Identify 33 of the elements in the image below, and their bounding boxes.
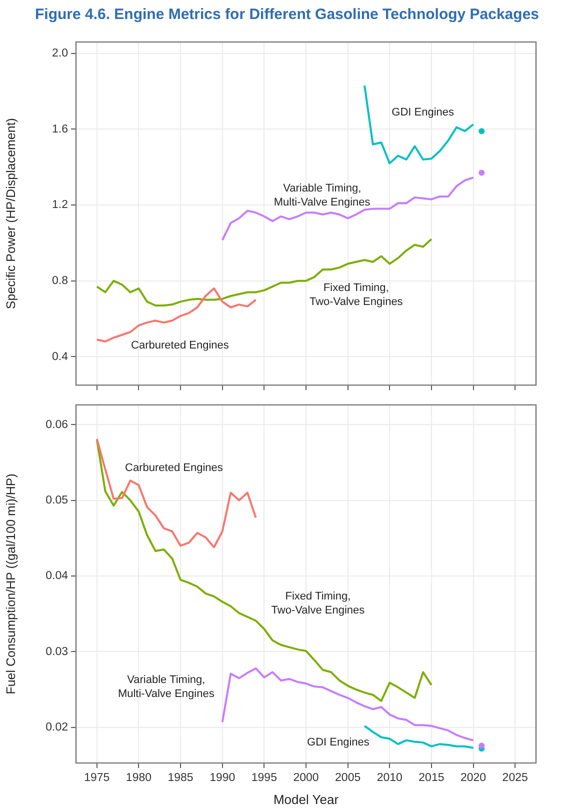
series-label: Fixed Timing, Two-Valve Engines (271, 590, 366, 616)
x-tick-label: 2015 (418, 772, 444, 784)
y-tick-label: 0.02 (46, 722, 68, 734)
x-axis-title: Model Year (273, 792, 340, 807)
x-tick-label: 1990 (210, 772, 236, 784)
series-label: Variable Timing, Multi-Valve Engines (118, 674, 215, 700)
series-label: Variable Timing, Multi-Valve Engines (274, 182, 371, 209)
series-label: GDI Engines (307, 736, 370, 748)
y-axis-title: Specific Power (HP/Displacement) (4, 118, 18, 310)
series-label: Carbureted Engines (125, 462, 224, 474)
y-tick-label: 0.8 (52, 275, 68, 288)
x-tick-label: 2020 (460, 772, 486, 784)
y-tick-label: 0.06 (46, 418, 68, 431)
y-tick-label: 1.6 (52, 123, 68, 136)
x-tick-label: 2010 (376, 772, 402, 784)
x-tick-label: 2025 (502, 772, 528, 784)
chart-title: Figure 4.6. Engine Metrics for Different Gasoline Technology Packages (34, 5, 540, 25)
x-tick-label: 2000 (293, 772, 319, 784)
y-tick-label: 0.03 (46, 646, 68, 658)
y-axis-title: Fuel Consumption/HP ((gal/100 mi)/HP) (4, 474, 18, 694)
y-tick-label: 0.4 (52, 350, 69, 363)
y-tick-label: 0.04 (46, 570, 69, 582)
x-tick-label: 1985 (168, 772, 194, 784)
x-tick-label: 1995 (251, 772, 277, 784)
y-tick-label: 2.0 (52, 48, 68, 60)
y-tick-label: 0.05 (46, 494, 68, 506)
series-label: GDI Engines (392, 106, 455, 118)
series-label: Fixed Timing, Two-Valve Engines (309, 282, 404, 308)
y-tick-label: 1.2 (52, 199, 68, 212)
x-tick-label: 1980 (126, 772, 152, 784)
x-tick-label: 2005 (335, 772, 361, 784)
series-label: Carbureted Engines (131, 339, 230, 352)
x-tick-label: 1975 (84, 772, 110, 784)
